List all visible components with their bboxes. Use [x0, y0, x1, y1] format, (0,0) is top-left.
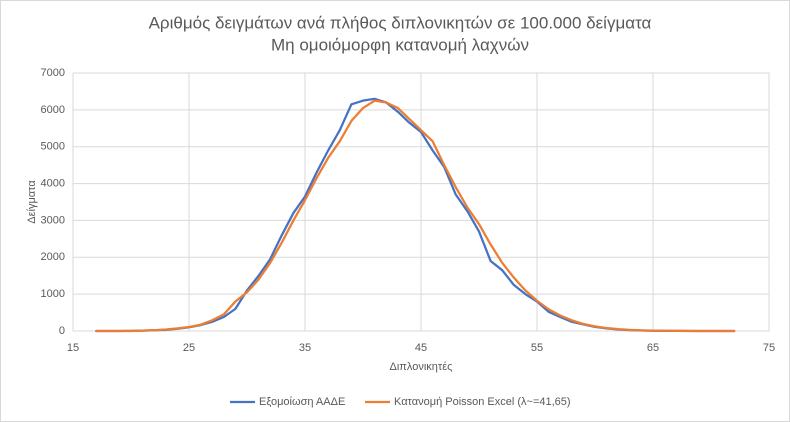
x-tick-label: 25	[183, 342, 195, 354]
y-tick-label: 4000	[41, 177, 65, 189]
y-tick-label: 7000	[41, 67, 65, 79]
x-tick-label: 65	[647, 342, 659, 354]
x-tick-label: 75	[763, 342, 775, 354]
y-tick-label: 6000	[41, 104, 65, 116]
y-tick-label: 2000	[41, 251, 65, 263]
x-tick-label: 35	[299, 342, 311, 354]
y-tick-label: 0	[59, 325, 65, 337]
legend-label: Κατανομή Poisson Excel (λ~=41,65)	[394, 396, 571, 408]
chart-subtitle: Μη ομοιόμορφη κατανομή λαχνών	[271, 35, 529, 54]
x-axis-title: Διπλονικητές	[390, 361, 453, 373]
y-axis-title: Δείγματα	[26, 180, 38, 224]
y-tick-label: 3000	[41, 214, 65, 226]
data-line	[95, 99, 736, 333]
chart-title: Αριθμός δειγμάτων ανά πλήθος διπλονικητώ…	[149, 13, 652, 32]
x-tick-label: 55	[531, 342, 543, 354]
legend-label: Εξομοίωση ΑΑΔΕ	[259, 396, 345, 408]
y-tick-label: 1000	[41, 288, 65, 300]
y-tick-label: 5000	[41, 141, 65, 153]
x-tick-label: 45	[415, 342, 427, 354]
x-tick-label: 15	[67, 342, 79, 354]
